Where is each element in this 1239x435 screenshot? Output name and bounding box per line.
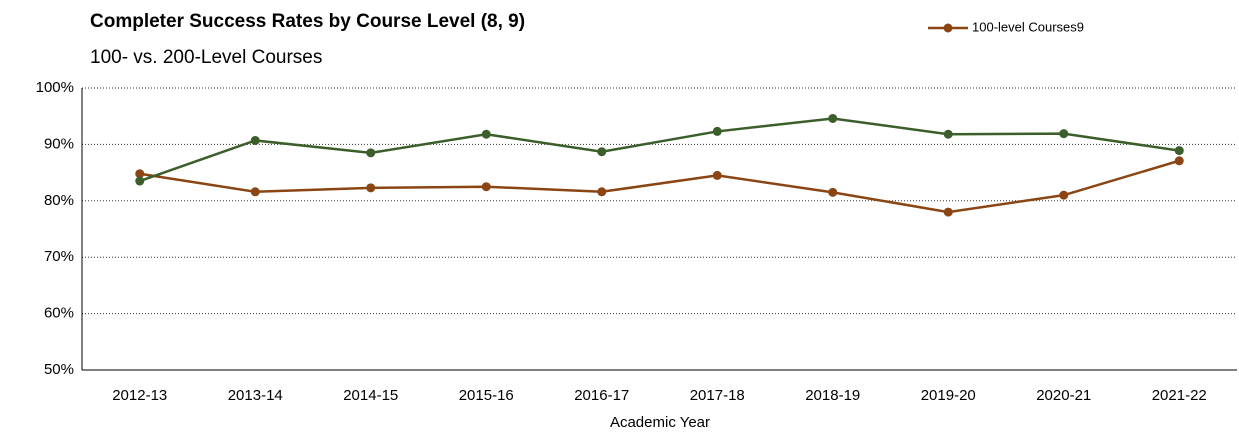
x-tick-label: 2018-19 bbox=[805, 387, 860, 404]
data-point bbox=[481, 182, 491, 192]
y-tick-label: 50% bbox=[44, 361, 74, 378]
data-point bbox=[366, 148, 376, 158]
data-point bbox=[1174, 156, 1184, 166]
x-tick-label: 2016-17 bbox=[574, 387, 629, 404]
data-point bbox=[135, 176, 145, 186]
data-point bbox=[250, 187, 260, 197]
x-axis-label: Academic Year bbox=[610, 414, 710, 431]
data-point bbox=[1174, 146, 1184, 156]
data-point bbox=[1059, 190, 1069, 200]
legend-marker bbox=[943, 23, 953, 33]
x-tick-label: 2020-21 bbox=[1036, 387, 1091, 404]
chart-title: Completer Success Rates by Course Level … bbox=[90, 11, 525, 32]
x-tick-label: 2015-16 bbox=[459, 387, 514, 404]
data-point bbox=[135, 169, 145, 179]
legend-label: 100-level Courses9 bbox=[972, 19, 1084, 34]
data-point bbox=[366, 183, 376, 193]
data-point bbox=[597, 187, 607, 197]
data-point bbox=[943, 129, 953, 139]
x-tick-label: 2019-20 bbox=[921, 387, 976, 404]
data-point bbox=[828, 187, 838, 197]
y-tick-label: 100% bbox=[36, 79, 74, 96]
data-point bbox=[597, 147, 607, 157]
data-point bbox=[943, 207, 953, 217]
x-tick-label: 2017-18 bbox=[690, 387, 745, 404]
y-tick-label: 70% bbox=[44, 248, 74, 265]
data-point bbox=[250, 135, 260, 145]
data-point bbox=[481, 129, 491, 139]
series-line bbox=[139, 117, 1180, 183]
data-point bbox=[712, 170, 722, 180]
x-tick-label: 2013-14 bbox=[228, 387, 283, 404]
x-tick-label: 2012-13 bbox=[112, 387, 167, 404]
series-line bbox=[139, 159, 1180, 214]
y-tick-label: 80% bbox=[44, 192, 74, 209]
data-point bbox=[1059, 129, 1069, 139]
data-point bbox=[828, 113, 838, 123]
y-tick-label: 90% bbox=[44, 135, 74, 152]
y-tick-label: 60% bbox=[44, 305, 74, 322]
x-tick-label: 2014-15 bbox=[343, 387, 398, 404]
chart-subtitle: 100- vs. 200-Level Courses bbox=[90, 47, 322, 68]
x-tick-label: 2021-22 bbox=[1152, 387, 1207, 404]
data-point bbox=[712, 126, 722, 136]
